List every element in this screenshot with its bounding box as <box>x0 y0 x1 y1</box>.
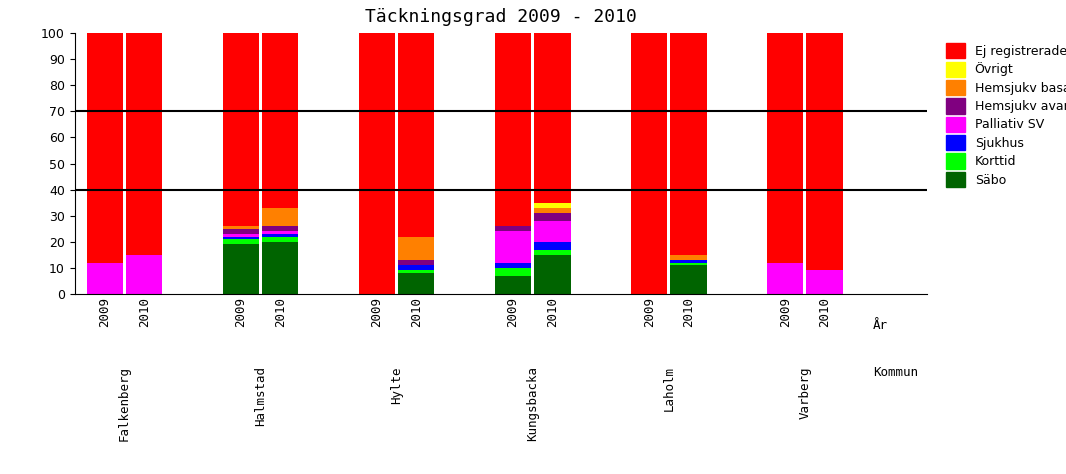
Bar <box>223 226 259 229</box>
Bar <box>534 33 570 203</box>
Bar <box>495 268 531 276</box>
Bar <box>671 260 707 263</box>
Bar <box>768 263 804 294</box>
Bar <box>223 33 259 226</box>
Bar <box>399 270 435 273</box>
Text: Falkenberg: Falkenberg <box>118 366 131 441</box>
Bar <box>399 260 435 265</box>
Text: Varberg: Varberg <box>798 366 811 419</box>
Bar <box>534 208 570 213</box>
Bar <box>262 33 298 208</box>
Bar <box>534 221 570 242</box>
Bar <box>534 203 570 208</box>
Bar <box>223 234 259 237</box>
Bar <box>262 231 298 234</box>
Bar <box>495 231 531 263</box>
Bar <box>126 255 162 294</box>
Bar <box>223 239 259 245</box>
Legend: Ej registrerade, Övrigt, Hemsjukv basal, Hemsjukv avanc, Palliativ SV, Sjukhus, : Ej registrerade, Övrigt, Hemsjukv basal,… <box>942 39 1066 191</box>
Bar <box>534 242 570 249</box>
Bar <box>807 270 843 294</box>
Bar <box>223 245 259 294</box>
Bar <box>495 226 531 231</box>
Bar <box>534 249 570 255</box>
Text: Halmstad: Halmstad <box>254 366 268 426</box>
Bar <box>126 33 162 255</box>
Bar <box>671 255 707 260</box>
Title: Täckningsgrad 2009 - 2010: Täckningsgrad 2009 - 2010 <box>365 8 637 26</box>
Bar <box>534 213 570 221</box>
Bar <box>223 237 259 239</box>
Text: Laholm: Laholm <box>662 366 676 411</box>
Bar <box>399 265 435 270</box>
Bar <box>359 33 395 294</box>
Bar <box>671 33 707 255</box>
Bar <box>534 255 570 294</box>
Bar <box>631 33 667 294</box>
Text: Hylte: Hylte <box>390 366 403 403</box>
Bar <box>262 242 298 294</box>
Bar <box>807 33 843 270</box>
Bar <box>495 33 531 226</box>
Bar <box>399 237 435 260</box>
Bar <box>262 234 298 237</box>
Bar <box>223 229 259 234</box>
Bar <box>495 263 531 268</box>
Text: Kungsbacka: Kungsbacka <box>527 366 539 441</box>
Bar <box>262 226 298 231</box>
Text: År: År <box>873 319 888 332</box>
Text: Kommun: Kommun <box>873 366 918 379</box>
Bar <box>262 237 298 242</box>
Bar <box>399 33 435 237</box>
Bar <box>495 276 531 294</box>
Bar <box>399 273 435 294</box>
Bar <box>262 208 298 226</box>
Bar <box>671 263 707 265</box>
Bar <box>671 265 707 294</box>
Bar <box>86 263 123 294</box>
Bar <box>86 33 123 263</box>
Bar <box>768 33 804 263</box>
